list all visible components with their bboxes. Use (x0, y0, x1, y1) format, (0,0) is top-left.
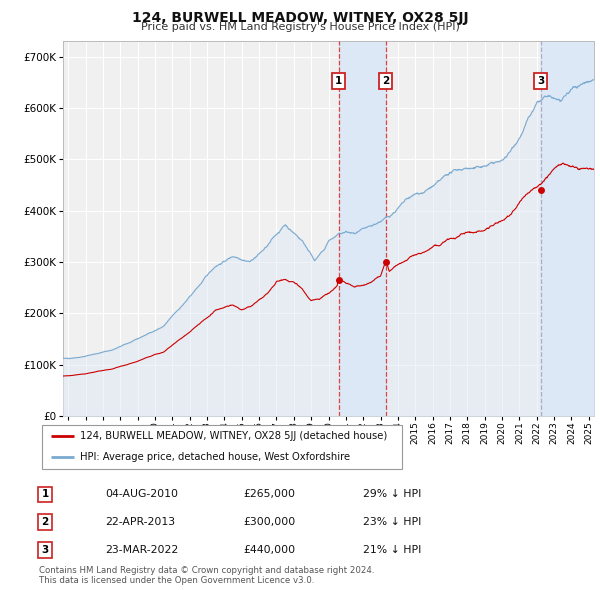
Text: HPI: Average price, detached house, West Oxfordshire: HPI: Average price, detached house, West… (80, 452, 350, 461)
Text: 22-APR-2013: 22-APR-2013 (105, 517, 175, 527)
Text: 23% ↓ HPI: 23% ↓ HPI (363, 517, 421, 527)
Text: 23-MAR-2022: 23-MAR-2022 (105, 545, 178, 555)
Text: 124, BURWELL MEADOW, WITNEY, OX28 5JJ (detached house): 124, BURWELL MEADOW, WITNEY, OX28 5JJ (d… (80, 431, 387, 441)
Text: £440,000: £440,000 (243, 545, 295, 555)
Text: 124, BURWELL MEADOW, WITNEY, OX28 5JJ: 124, BURWELL MEADOW, WITNEY, OX28 5JJ (131, 11, 469, 25)
Bar (541, 41, 594, 416)
Text: 2: 2 (382, 76, 389, 86)
Text: 21% ↓ HPI: 21% ↓ HPI (363, 545, 421, 555)
Text: 04-AUG-2010: 04-AUG-2010 (105, 490, 178, 499)
Text: 3: 3 (41, 545, 49, 555)
Text: Price paid vs. HM Land Registry's House Price Index (HPI): Price paid vs. HM Land Registry's House … (140, 22, 460, 32)
FancyBboxPatch shape (42, 425, 402, 469)
Text: £265,000: £265,000 (243, 490, 295, 499)
Text: 1: 1 (335, 76, 342, 86)
Text: 29% ↓ HPI: 29% ↓ HPI (363, 490, 421, 499)
Text: 2: 2 (41, 517, 49, 527)
Text: Contains HM Land Registry data © Crown copyright and database right 2024.
This d: Contains HM Land Registry data © Crown c… (39, 566, 374, 585)
Text: 3: 3 (537, 76, 544, 86)
Text: 1: 1 (41, 490, 49, 499)
Bar (338, 41, 386, 416)
Text: £300,000: £300,000 (243, 517, 295, 527)
